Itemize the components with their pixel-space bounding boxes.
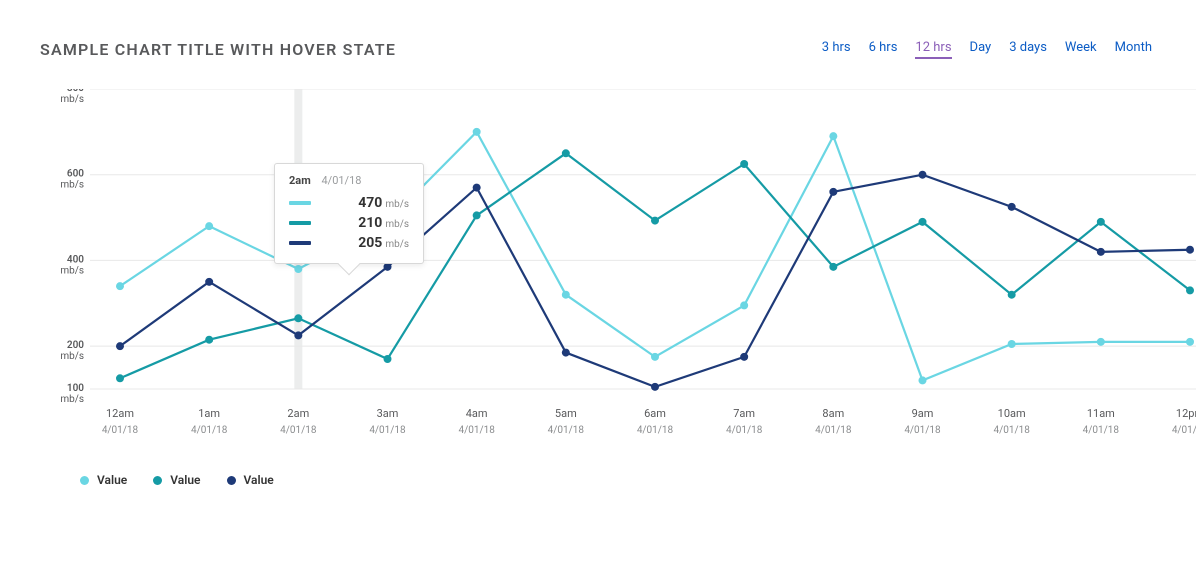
- svg-text:4/01/18: 4/01/18: [637, 425, 674, 436]
- legend-item: Value: [153, 473, 200, 487]
- range-item-3days[interactable]: 3 days: [1009, 40, 1047, 55]
- tooltip-date: 4/01/18: [321, 174, 361, 187]
- svg-text:3am: 3am: [377, 407, 399, 420]
- svg-text:12am: 12am: [106, 407, 134, 420]
- hover-tooltip: 2am 4/01/18 470mb/s 210mb/s 205mb/s: [274, 163, 424, 264]
- svg-text:4/01/18: 4/01/18: [993, 425, 1030, 436]
- legend-label: Value: [244, 473, 274, 487]
- svg-text:4/01/18: 4/01/18: [369, 425, 406, 436]
- svg-text:8am: 8am: [822, 407, 844, 420]
- chart-legend: Value Value Value: [40, 473, 1156, 487]
- tooltip-row: 210mb/s: [289, 213, 409, 233]
- legend-dot: [227, 476, 236, 485]
- range-item-day[interactable]: Day: [970, 40, 992, 55]
- svg-text:5am: 5am: [555, 407, 577, 420]
- svg-text:200mb/s: 200mb/s: [60, 340, 84, 362]
- svg-text:400mb/s: 400mb/s: [60, 254, 84, 276]
- range-item-3hrs[interactable]: 3 hrs: [822, 40, 851, 55]
- tooltip-value: 210mb/s: [358, 215, 409, 231]
- range-item-week[interactable]: Week: [1065, 40, 1097, 55]
- tooltip-swatch: [289, 201, 311, 205]
- legend-item: Value: [227, 473, 274, 487]
- tooltip-row: 470mb/s: [289, 193, 409, 213]
- svg-text:100mb/s: 100mb/s: [60, 383, 84, 405]
- legend-dot: [153, 476, 162, 485]
- range-item-6hrs[interactable]: 6 hrs: [869, 40, 898, 55]
- tooltip-value: 470mb/s: [358, 195, 409, 211]
- svg-text:6am: 6am: [644, 407, 666, 420]
- svg-text:4/01/18: 4/01/18: [280, 425, 317, 436]
- chart-title: SAMPLE CHART TITLE WITH HOVER STATE: [40, 40, 396, 59]
- range-item-12hrs[interactable]: 12 hrs: [915, 40, 951, 55]
- svg-text:4/01/18: 4/01/18: [815, 425, 852, 436]
- svg-text:4/01/18: 4/01/18: [1172, 425, 1196, 436]
- tooltip-time: 2am: [289, 174, 311, 187]
- svg-text:4/01/18: 4/01/18: [548, 425, 585, 436]
- svg-text:4am: 4am: [466, 407, 488, 420]
- legend-label: Value: [170, 473, 200, 487]
- time-range-picker: 3 hrs 6 hrs 12 hrs Day 3 days Week Month: [822, 40, 1156, 55]
- svg-text:4/01/18: 4/01/18: [458, 425, 495, 436]
- legend-dot: [80, 476, 89, 485]
- legend-label: Value: [97, 473, 127, 487]
- svg-text:4/01/18: 4/01/18: [726, 425, 763, 436]
- svg-text:4/01/18: 4/01/18: [1083, 425, 1120, 436]
- svg-text:12pm: 12pm: [1176, 407, 1196, 420]
- svg-text:800mb/s: 800mb/s: [60, 89, 84, 105]
- svg-text:1am: 1am: [198, 407, 220, 420]
- line-chart: 100mb/s 200mb/s 400mb/s 600mb/s 800mb/s 12am 4…: [40, 89, 1156, 449]
- chart-svg: 100mb/s 200mb/s 400mb/s 600mb/s 800mb/s 12am 4…: [40, 89, 1196, 449]
- tooltip-value: 205mb/s: [358, 235, 409, 251]
- svg-text:600mb/s: 600mb/s: [60, 169, 84, 191]
- svg-text:11am: 11am: [1087, 407, 1115, 420]
- svg-text:4/01/18: 4/01/18: [102, 425, 139, 436]
- svg-text:9am: 9am: [912, 407, 934, 420]
- tooltip-row: 205mb/s: [289, 233, 409, 253]
- svg-text:2am: 2am: [287, 407, 309, 420]
- range-item-month[interactable]: Month: [1115, 40, 1152, 55]
- svg-text:10am: 10am: [998, 407, 1026, 420]
- legend-item: Value: [80, 473, 127, 487]
- tooltip-swatch: [289, 241, 311, 245]
- svg-text:4/01/18: 4/01/18: [904, 425, 941, 436]
- svg-text:4/01/18: 4/01/18: [191, 425, 228, 436]
- svg-text:7am: 7am: [733, 407, 755, 420]
- tooltip-swatch: [289, 221, 311, 225]
